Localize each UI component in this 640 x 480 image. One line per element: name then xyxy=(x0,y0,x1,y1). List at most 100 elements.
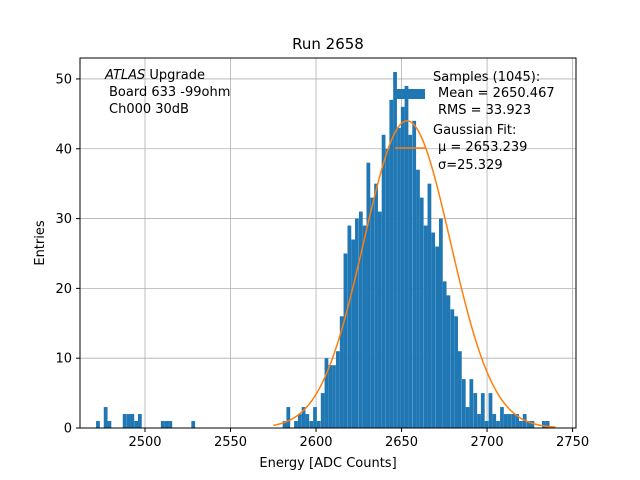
atlas-label: ATLAS xyxy=(104,68,145,83)
y-tick-label-1: 10 xyxy=(55,352,72,367)
mu-label: μ = 2653.239 xyxy=(438,140,527,155)
histogram-bar-61 xyxy=(473,393,478,428)
histogram-bar-41 xyxy=(397,127,401,429)
histogram-bar-46 xyxy=(416,169,420,428)
x-tick-label-3: 2650 xyxy=(385,435,418,450)
histogram-bar-13 xyxy=(286,407,291,428)
histogram-bar-33 xyxy=(366,162,371,428)
histogram-bar-36 xyxy=(377,211,382,428)
histogram-bar-72 xyxy=(515,414,520,428)
histogram-bar-76 xyxy=(530,421,535,428)
histogram-bar-29 xyxy=(351,239,356,428)
histogram-bar-12 xyxy=(282,421,287,428)
histogram-bar-28 xyxy=(347,225,352,428)
histogram-bar-64 xyxy=(484,421,489,428)
histogram-bar-10 xyxy=(168,421,173,428)
sigma-label: σ=25.329 xyxy=(438,158,503,173)
x-tick-label-0: 2500 xyxy=(128,435,161,450)
x-tick-label-1: 2550 xyxy=(214,435,247,450)
histogram-bar-30 xyxy=(355,218,359,428)
histogram-bar-7 xyxy=(137,414,142,428)
histogram-bar-73 xyxy=(519,421,523,428)
x-axis-label: Energy [ADC Counts] xyxy=(259,456,396,471)
histogram-bar-44 xyxy=(408,134,413,428)
histogram-bar-78 xyxy=(545,421,550,428)
histogram-bars xyxy=(96,71,550,429)
histogram-bar-24 xyxy=(332,365,336,428)
y-tick-label-4: 40 xyxy=(55,142,72,157)
histogram-bar-66 xyxy=(492,414,497,428)
histogram-bar-54 xyxy=(446,295,451,428)
histogram-bar-16 xyxy=(301,407,306,428)
histogram-bar-59 xyxy=(465,407,470,428)
samples-label: Samples (1045): xyxy=(433,70,540,85)
x-tick-label-4: 2700 xyxy=(471,435,504,450)
histogram-bar-34 xyxy=(370,197,375,428)
histogram-bar-60 xyxy=(469,379,474,428)
y-axis-label: Entries xyxy=(33,220,48,266)
fit-title-label: Gaussian Fit: xyxy=(433,123,516,138)
histogram-bar-35 xyxy=(374,183,378,428)
y-tick-label-3: 30 xyxy=(55,212,72,227)
histogram-bar-57 xyxy=(457,351,462,428)
gaussian-fit-curve xyxy=(273,120,556,428)
histogram-bar-67 xyxy=(496,421,500,428)
histogram-bar-23 xyxy=(328,365,333,428)
channel-annotation: Ch000 30dB xyxy=(109,102,189,117)
histogram-bar-63 xyxy=(480,393,485,428)
histogram-bar-21 xyxy=(320,393,325,428)
y-tick-label-2: 20 xyxy=(55,282,72,297)
x-axis-ticks: 2500 2550 2600 2650 2700 2750 xyxy=(128,428,589,450)
histogram-bar-39 xyxy=(389,99,394,429)
histogram-bar-62 xyxy=(477,414,481,428)
histogram-bar-69 xyxy=(503,414,508,428)
histogram-bar-43 xyxy=(404,85,409,428)
histogram-bar-38 xyxy=(385,148,390,429)
legend-histogram-swatch xyxy=(395,89,425,99)
histogram-bar-19 xyxy=(313,407,317,428)
histogram-bar-9 xyxy=(164,421,169,428)
x-tick-label-5: 2750 xyxy=(556,435,589,450)
histogram-bar-3 xyxy=(122,414,127,428)
histogram-bar-68 xyxy=(500,407,504,428)
histogram-bar-22 xyxy=(324,358,329,428)
histogram-bar-77 xyxy=(541,421,546,428)
histogram-bar-14 xyxy=(294,421,298,428)
histogram-bar-48 xyxy=(423,225,428,428)
upgrade-label: Upgrade xyxy=(145,68,205,83)
histogram-bar-71 xyxy=(511,414,516,428)
histogram-bar-56 xyxy=(454,316,458,428)
histogram-bar-11 xyxy=(191,421,196,428)
histogram-bar-52 xyxy=(439,218,443,428)
histogram-bar-0 xyxy=(96,421,100,428)
x-tick-label-2: 2600 xyxy=(299,435,332,450)
histogram-bar-4 xyxy=(126,414,131,428)
histogram-bar-25 xyxy=(336,351,340,428)
histogram-bar-58 xyxy=(461,379,466,428)
histogram-bar-40 xyxy=(393,71,397,428)
histogram-bar-51 xyxy=(435,246,440,428)
histogram-bar-6 xyxy=(134,421,138,428)
histogram-bar-1 xyxy=(103,407,108,428)
histogram-bar-49 xyxy=(427,183,432,428)
histogram-bar-37 xyxy=(381,134,386,428)
atlas-annotation-line1: ATLAS Upgrade xyxy=(104,68,205,83)
histogram-bar-53 xyxy=(442,281,447,428)
histogram-bar-70 xyxy=(507,414,512,428)
histogram-bar-18 xyxy=(309,421,314,428)
histogram-bar-5 xyxy=(130,414,135,428)
histogram-bar-20 xyxy=(316,421,321,428)
y-tick-label-5: 50 xyxy=(55,72,72,87)
y-axis-ticks: 0 10 20 30 40 50 xyxy=(55,72,80,437)
histogram-bar-15 xyxy=(297,414,302,428)
histogram-bar-55 xyxy=(450,309,455,428)
board-annotation: Board 633 -99ohm xyxy=(109,85,230,100)
histogram-bar-50 xyxy=(431,232,436,428)
histogram-bar-8 xyxy=(160,421,165,428)
plot-frame xyxy=(79,57,577,429)
chart-title: Run 2658 xyxy=(292,35,364,53)
mean-label: Mean = 2650.467 xyxy=(438,86,555,101)
histogram-bar-42 xyxy=(400,106,405,429)
histogram-bar-27 xyxy=(343,253,348,428)
